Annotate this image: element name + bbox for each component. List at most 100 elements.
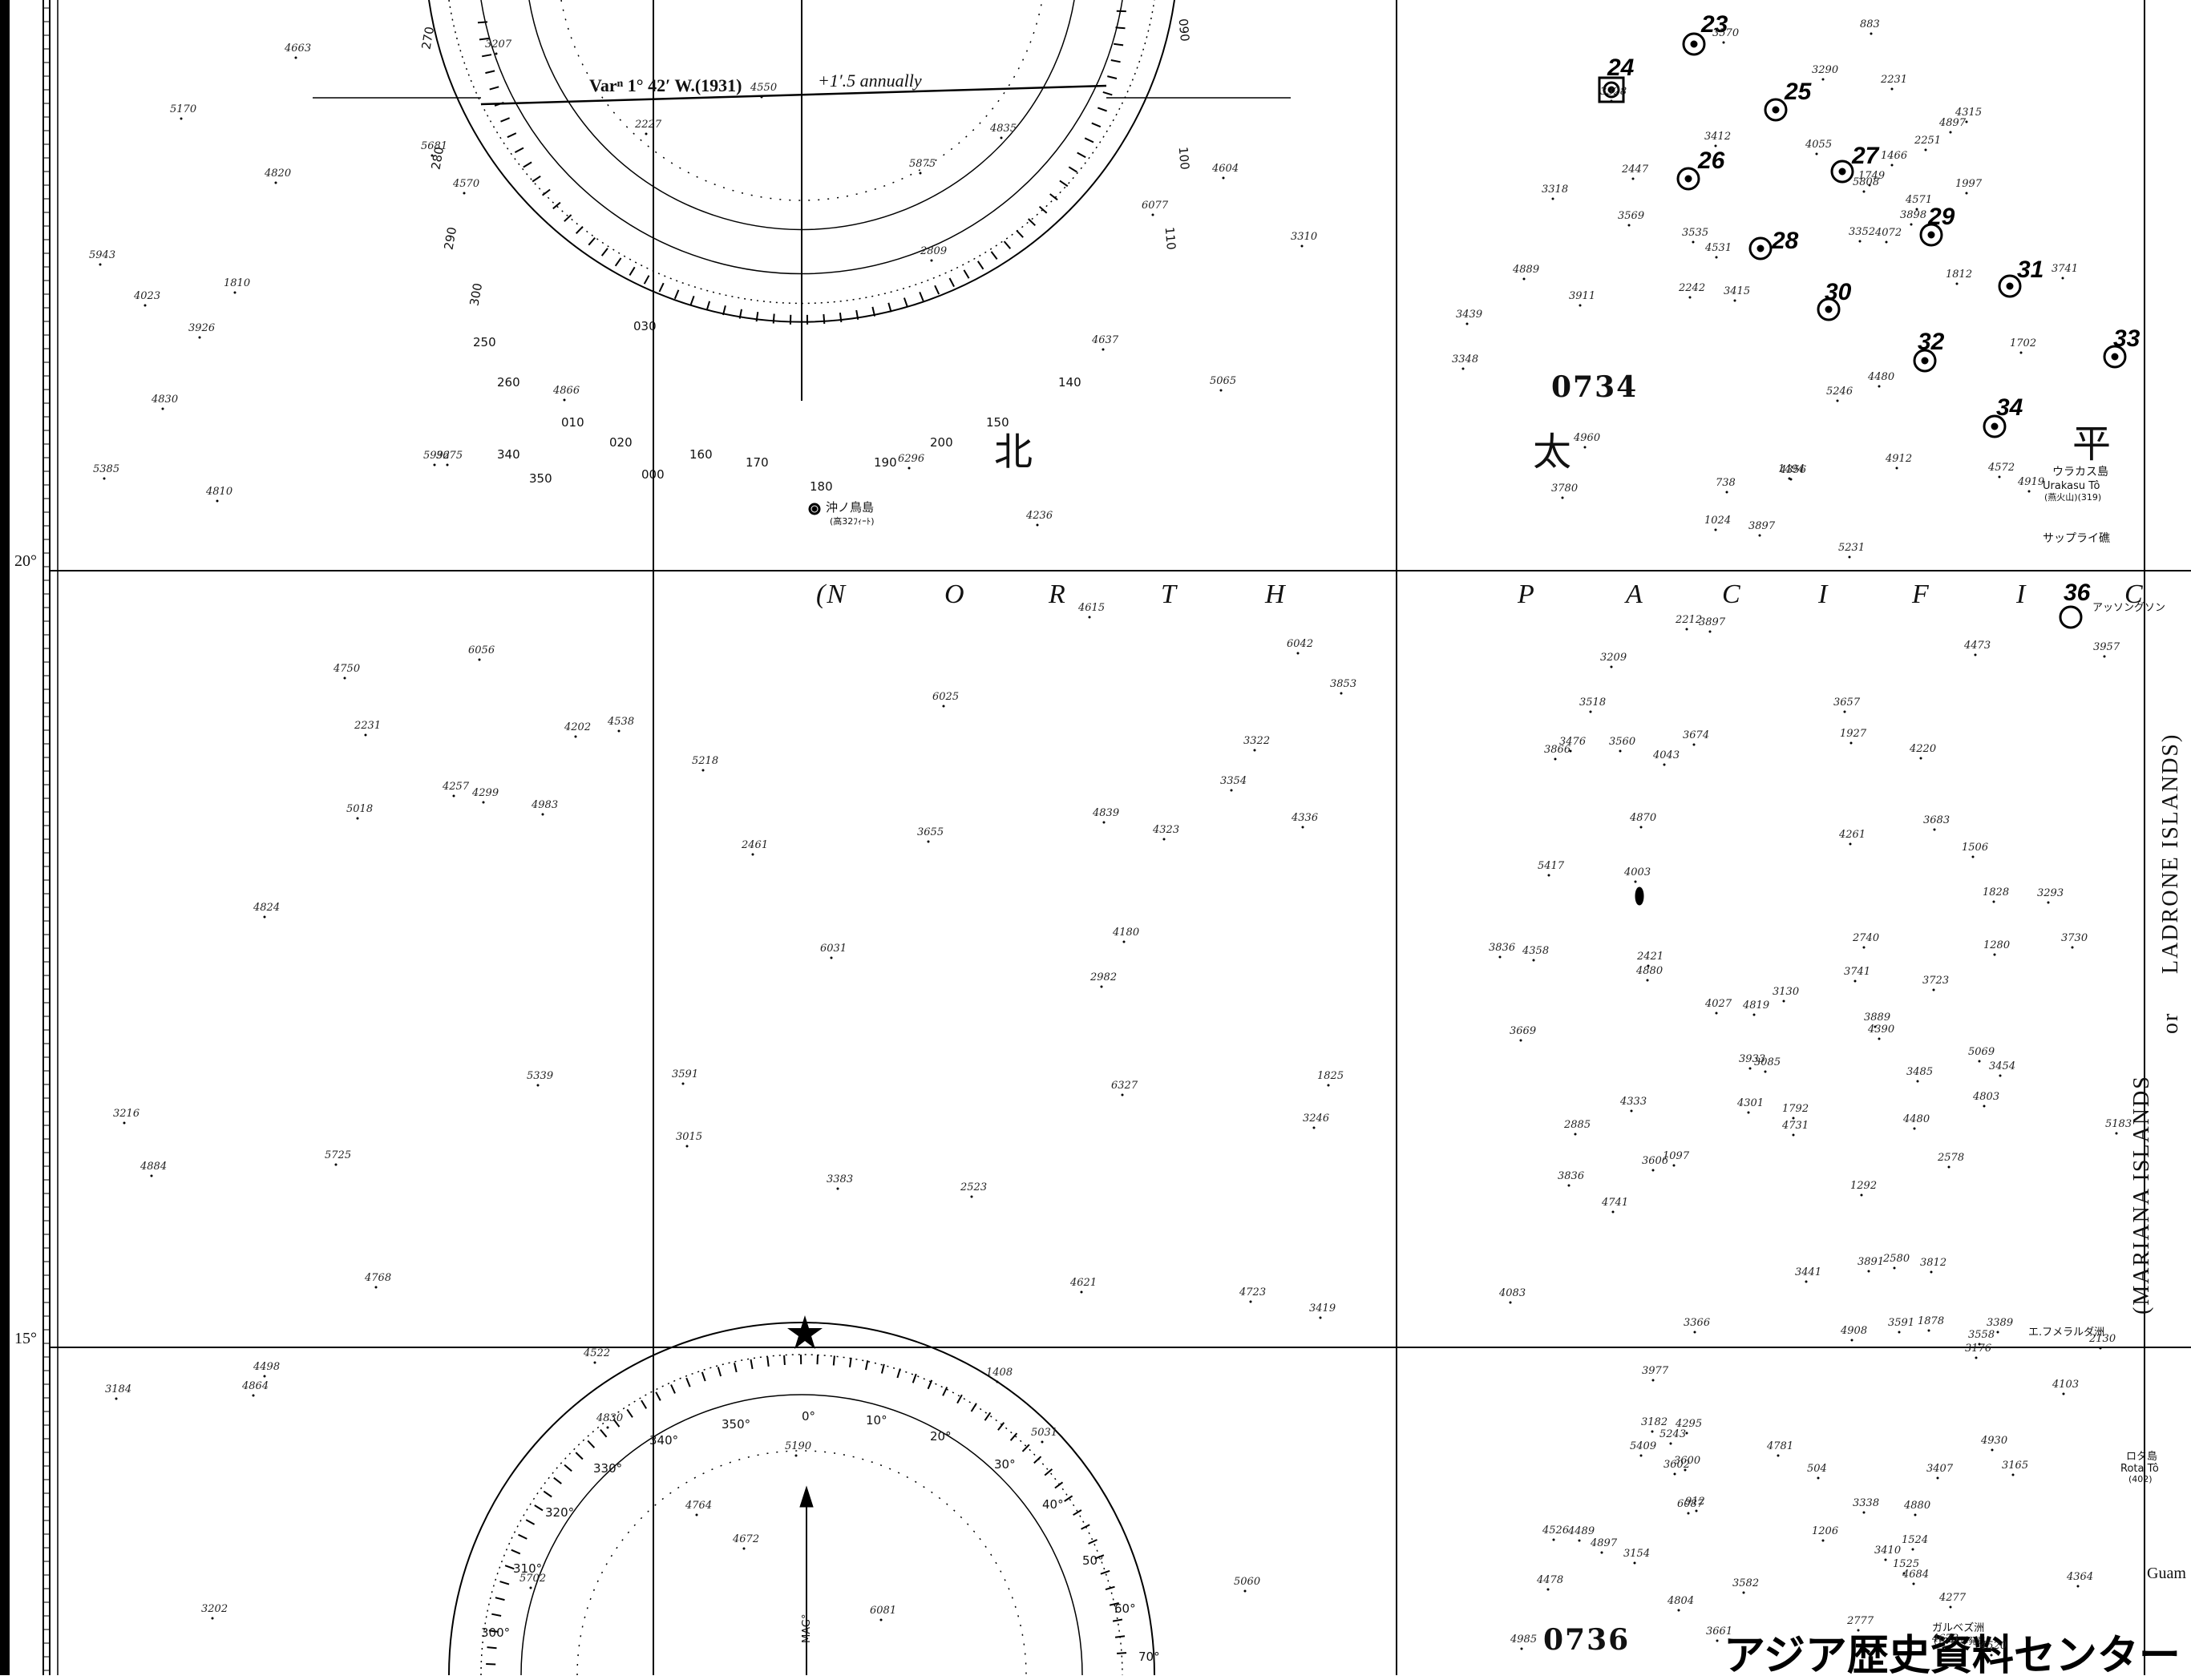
sounding-dot	[1837, 400, 1839, 402]
sounding-dot	[1611, 100, 1613, 103]
sounding-value: 883	[1860, 19, 1880, 30]
sounding-dot	[99, 264, 102, 266]
sounding-value: 3182	[1641, 1417, 1668, 1428]
sounding-value: 4498	[253, 1362, 280, 1372]
sounding-value: 3591	[672, 1069, 698, 1080]
sounding-value: 3674	[1683, 730, 1709, 741]
sounding-dot	[479, 659, 481, 661]
sounding-value: 4526	[1542, 1525, 1569, 1536]
sounding-dot	[2063, 1393, 2065, 1395]
sounding-value: 2227	[635, 119, 661, 130]
sounding-value: 3441	[1795, 1267, 1821, 1278]
sounding-value: 2578	[1938, 1153, 1964, 1163]
sounding-value: 4830	[152, 394, 178, 405]
sounding-value: 4930	[1981, 1436, 2007, 1446]
sounding-dot	[1863, 1512, 1866, 1514]
sounding-value: 1280	[1983, 940, 2010, 951]
sounding-dot	[1631, 1110, 1633, 1113]
degree-label: 260	[497, 377, 520, 389]
sounding-value: 4220	[1910, 744, 1936, 754]
sounding-dot	[1937, 1477, 1939, 1480]
sounding-value: 3977	[1642, 1366, 1668, 1376]
degree-label: 30°	[994, 1459, 1016, 1471]
sounding-dot	[1894, 1267, 1896, 1270]
sounding-value: 3202	[201, 1604, 228, 1614]
degree-label: 330°	[593, 1463, 622, 1475]
sounding-dot	[1612, 1211, 1615, 1214]
sounding-value: 3926	[188, 323, 215, 333]
graticule	[50, 0, 2191, 1675]
sounding-value: 4615	[1078, 603, 1105, 613]
sounding-dot	[1523, 278, 1526, 281]
sounding-value: 4741	[1602, 1197, 1628, 1208]
sounding-value: 4919	[2018, 477, 2044, 487]
sounding-dot	[1994, 954, 1996, 956]
place-rota-en: Rota Tô	[2120, 1464, 2159, 1474]
degree-label: 50°	[1082, 1555, 1104, 1567]
sounding-value: 5018	[346, 804, 373, 814]
sounding-dot	[696, 1514, 698, 1516]
sounding-dot	[1521, 1648, 1523, 1650]
sounding-dot	[1950, 131, 1952, 134]
sounding-dot	[1950, 1606, 1952, 1609]
degree-label: 60°	[1114, 1603, 1136, 1615]
sounding-dot	[1868, 1270, 1870, 1273]
star-marker	[787, 1315, 823, 1349]
sounding-dot	[1920, 757, 1922, 760]
sounding-dot	[1925, 149, 1927, 151]
sounding-value: 1927	[1840, 729, 1866, 739]
sounding-value: 4810	[206, 487, 232, 497]
annual-change-text: +1′.5 annually	[818, 72, 922, 90]
sounding-dot	[1533, 959, 1535, 962]
sounding-value: 3741	[2052, 264, 2078, 274]
sounding-dot	[594, 1362, 596, 1364]
sounding-dot	[1999, 1075, 2002, 1077]
sounding-dot	[2072, 947, 2074, 949]
ocean-letter: A	[1626, 581, 1644, 608]
island-number: 26	[1698, 149, 1724, 173]
degree-label: 340	[497, 449, 520, 461]
sounding-value: 1466	[1881, 151, 1907, 161]
sounding-value: 4538	[608, 717, 634, 727]
sounding-value: 4299	[472, 788, 499, 798]
place-urakasu: ウラカス島	[2052, 466, 2108, 478]
sounding-dot	[1553, 1539, 1555, 1541]
sounding-dot	[1619, 750, 1622, 753]
sounding-value: 4072	[1875, 228, 1902, 238]
sounding-value: 1097	[1663, 1151, 1689, 1161]
sounding-dot	[1910, 224, 1913, 226]
sounding-value: 4731	[1782, 1121, 1809, 1131]
degree-label: 180	[810, 481, 833, 493]
sounding-dot	[2077, 1585, 2080, 1588]
sounding-dot	[1979, 1060, 1981, 1063]
sounding-value: 5385	[93, 464, 119, 475]
sounding-value: 3352	[1849, 227, 1875, 237]
degree-label: 030	[633, 321, 657, 333]
sounding-value: 3889	[1864, 1012, 1890, 1023]
sounding-value: 3338	[1853, 1498, 1879, 1508]
sounding-value: 2242	[1679, 283, 1705, 293]
sounding-dot	[1686, 628, 1688, 631]
sounding-value: 4571	[1906, 195, 1932, 205]
sounding-value: 3015	[676, 1132, 702, 1142]
sounding-dot	[645, 133, 648, 135]
sounding-dot	[1547, 1589, 1550, 1591]
sounding-dot	[1716, 1640, 1719, 1642]
sounding-value: 3412	[1704, 131, 1731, 142]
degree-label: 170	[746, 457, 769, 469]
sounding-value: 3730	[2061, 933, 2088, 943]
sounding-value: 4323	[1153, 825, 1179, 835]
sounding-dot	[1948, 1166, 1950, 1169]
sounding-value: 6081	[870, 1605, 896, 1616]
sounding-value: 4672	[733, 1534, 759, 1545]
sounding-dot	[1859, 240, 1862, 243]
sounding-dot	[1674, 1473, 1676, 1476]
sounding-value: 4261	[1839, 830, 1866, 840]
sounding-dot	[1694, 1331, 1696, 1334]
sounding-value: 4864	[242, 1381, 269, 1391]
sounding-dot	[495, 53, 498, 55]
ocean-letter: (N	[816, 581, 847, 608]
sounding-dot	[1301, 245, 1304, 248]
sounding-value: 4315	[1955, 107, 1982, 118]
sounding-value: 4985	[1510, 1634, 1537, 1645]
